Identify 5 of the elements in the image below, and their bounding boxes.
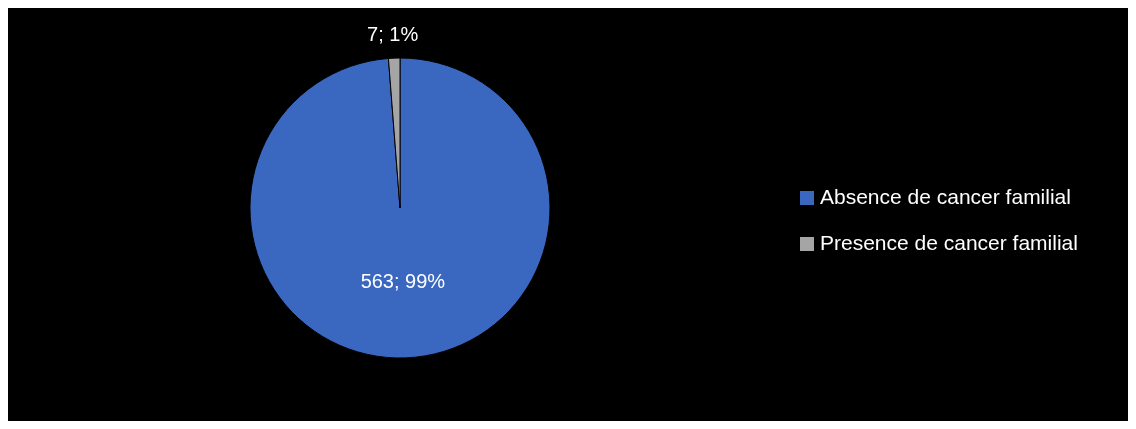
data-label: 563; 99% [360,270,446,293]
legend-label: Absence de cancer familial [820,184,1071,208]
data-label: 7; 1% [367,23,419,46]
pie-slice [249,57,551,359]
legend-label: Presence de cancer familial [820,230,1078,254]
